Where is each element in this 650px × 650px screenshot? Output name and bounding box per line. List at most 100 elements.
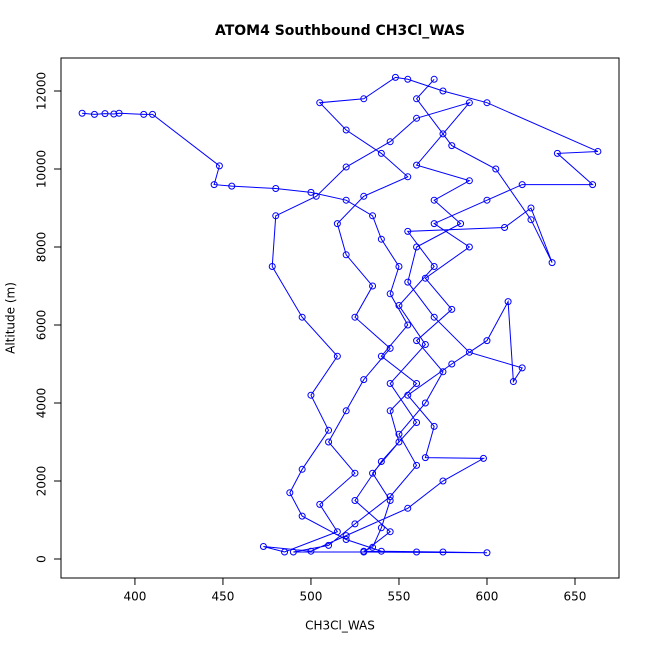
data-point [527,204,535,212]
chart-title: ATOM4 Southbound CH3Cl_WAS [215,23,465,39]
data-point [395,302,403,310]
data-point [369,543,377,551]
data-point [413,337,421,345]
data-point [377,352,385,360]
data-point [448,142,456,150]
data-point [342,196,350,204]
data-point [518,181,526,189]
data-point [377,458,385,466]
data-point [215,162,223,170]
data-point [342,407,350,415]
data-point [298,512,306,520]
data-point [386,290,394,298]
data-point [289,548,297,556]
data-point [342,251,350,259]
data-point [101,110,109,118]
data-line [82,76,599,554]
data-point [386,493,394,501]
y-tick-label: 4000 [35,388,49,419]
data-point [312,192,320,200]
data-point [272,212,280,220]
data-point [413,419,421,427]
data-point [228,182,236,190]
data-point [421,341,429,349]
data-point [286,489,294,497]
data-point [351,469,359,477]
data-point [386,407,394,415]
data-point [553,149,561,157]
data-point [377,547,385,555]
y-tick-label: 10000 [35,150,49,188]
data-point [404,504,412,512]
data-point [421,399,429,407]
data-point [594,147,602,155]
data-point [395,438,403,446]
data-point [413,380,421,388]
data-point [351,520,359,528]
y-tick-label: 12000 [35,72,49,110]
data-point [413,95,421,103]
data-point [386,138,394,146]
x-tick-label: 650 [564,590,587,604]
data-point [509,378,517,386]
data-point [342,532,350,540]
data-point [369,212,377,220]
data-point [325,438,333,446]
data-point [307,547,315,555]
data-point [386,528,394,536]
y-tick-label: 0 [35,555,49,563]
data-point [527,216,535,224]
data-point [333,528,341,536]
data-point [504,298,512,306]
data-point [404,173,412,181]
data-point [501,223,509,231]
data-point [149,110,157,118]
data-point [78,109,86,117]
x-axis-label: CH3Cl_WAS [305,619,375,633]
data-point [272,184,280,192]
data-point [439,548,447,556]
data-point [110,110,118,118]
data-point [439,477,447,485]
y-axis-label: Altitude (m) [4,282,18,354]
data-point [386,380,394,388]
data-point [430,196,438,204]
data-point [342,126,350,134]
data-point [404,75,412,83]
data-point [351,313,359,321]
data-point [413,548,421,556]
y-tick-label: 6000 [35,310,49,341]
data-point [404,391,412,399]
data-point [360,95,368,103]
data-point [307,188,315,196]
data-point [369,282,377,290]
data-point [259,543,267,551]
data-point [360,376,368,384]
data-point [413,243,421,251]
data-point [413,114,421,122]
data-point [430,220,438,228]
data-point [395,430,403,438]
data-point [360,192,368,200]
data-point [548,259,556,267]
data-point [325,426,333,434]
data-point [479,454,487,462]
x-tick-label: 500 [300,590,323,604]
data-point [115,109,123,117]
data-point [421,274,429,282]
data-point [307,391,315,399]
data-point [404,278,412,286]
data-point [465,348,473,356]
data-point [377,149,385,157]
data-point [298,313,306,321]
data-point [391,73,399,81]
data-point [90,110,98,118]
data-point [430,262,438,270]
data-point [298,465,306,473]
data-point [404,227,412,235]
data-point [342,536,350,544]
x-tick-label: 550 [388,590,411,604]
data-point [589,181,597,189]
data-point [333,352,341,360]
